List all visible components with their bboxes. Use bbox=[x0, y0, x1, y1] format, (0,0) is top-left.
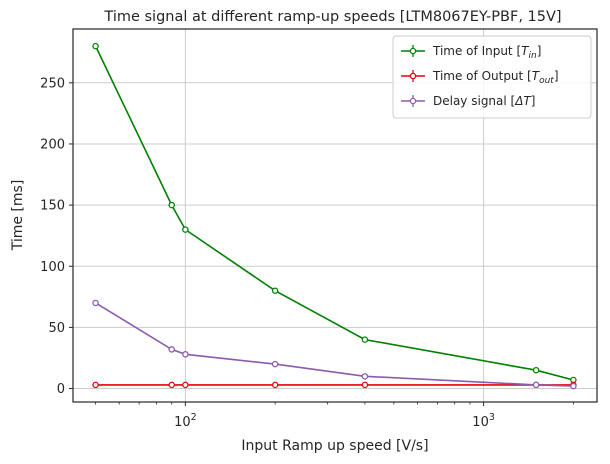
data-point bbox=[168, 346, 175, 353]
data-point bbox=[271, 360, 279, 368]
legend-box bbox=[392, 35, 592, 119]
series-line-2 bbox=[95, 302, 574, 387]
x-tick-label: 103 bbox=[472, 412, 495, 430]
y-tick-label: 250 bbox=[40, 76, 65, 91]
chart-title: Time signal at different ramp-up speeds … bbox=[103, 9, 561, 25]
y-tick-label: 50 bbox=[48, 321, 65, 336]
data-point bbox=[92, 299, 99, 307]
data-point bbox=[271, 381, 279, 389]
data-point bbox=[92, 42, 99, 50]
legend-label: Time of Input [Tin] bbox=[432, 44, 541, 61]
y-tick-label: 0 bbox=[57, 382, 65, 397]
y-tick-label: 150 bbox=[40, 199, 65, 214]
y-tick-label: 200 bbox=[40, 137, 65, 152]
x-axis-label: Input Ramp up speed [V/s] bbox=[241, 438, 428, 454]
legend: Time of Input [Tin] Time of Output [Tout]… bbox=[392, 35, 592, 119]
data-point bbox=[361, 381, 369, 389]
series-layer bbox=[92, 42, 577, 390]
data-point bbox=[271, 287, 279, 294]
data-point bbox=[182, 381, 189, 389]
data-point bbox=[532, 366, 540, 374]
legend-label: Time of Output [Tout] bbox=[432, 69, 559, 86]
data-point bbox=[182, 226, 189, 233]
x-tick-label: 102 bbox=[174, 412, 197, 430]
data-point bbox=[168, 201, 175, 209]
legend-marker bbox=[409, 72, 417, 80]
data-point bbox=[182, 351, 189, 358]
grid-lines bbox=[73, 29, 597, 402]
data-point bbox=[92, 381, 99, 389]
legend-label: Delay signal [ΔT] bbox=[433, 94, 535, 108]
y-axis-label: Time [ms] bbox=[10, 180, 26, 252]
data-point bbox=[532, 381, 540, 389]
plot-frame bbox=[72, 28, 598, 403]
data-point bbox=[570, 382, 577, 390]
y-tick-label: 100 bbox=[40, 260, 65, 275]
legend-marker bbox=[409, 47, 417, 55]
x-axis-ticks: 102 103 bbox=[95, 402, 574, 430]
data-point bbox=[168, 381, 175, 389]
legend-marker bbox=[409, 97, 417, 105]
y-axis-ticks: 0 50 100 150 200 250 bbox=[40, 76, 73, 397]
data-point bbox=[361, 336, 369, 343]
data-point bbox=[361, 373, 369, 380]
